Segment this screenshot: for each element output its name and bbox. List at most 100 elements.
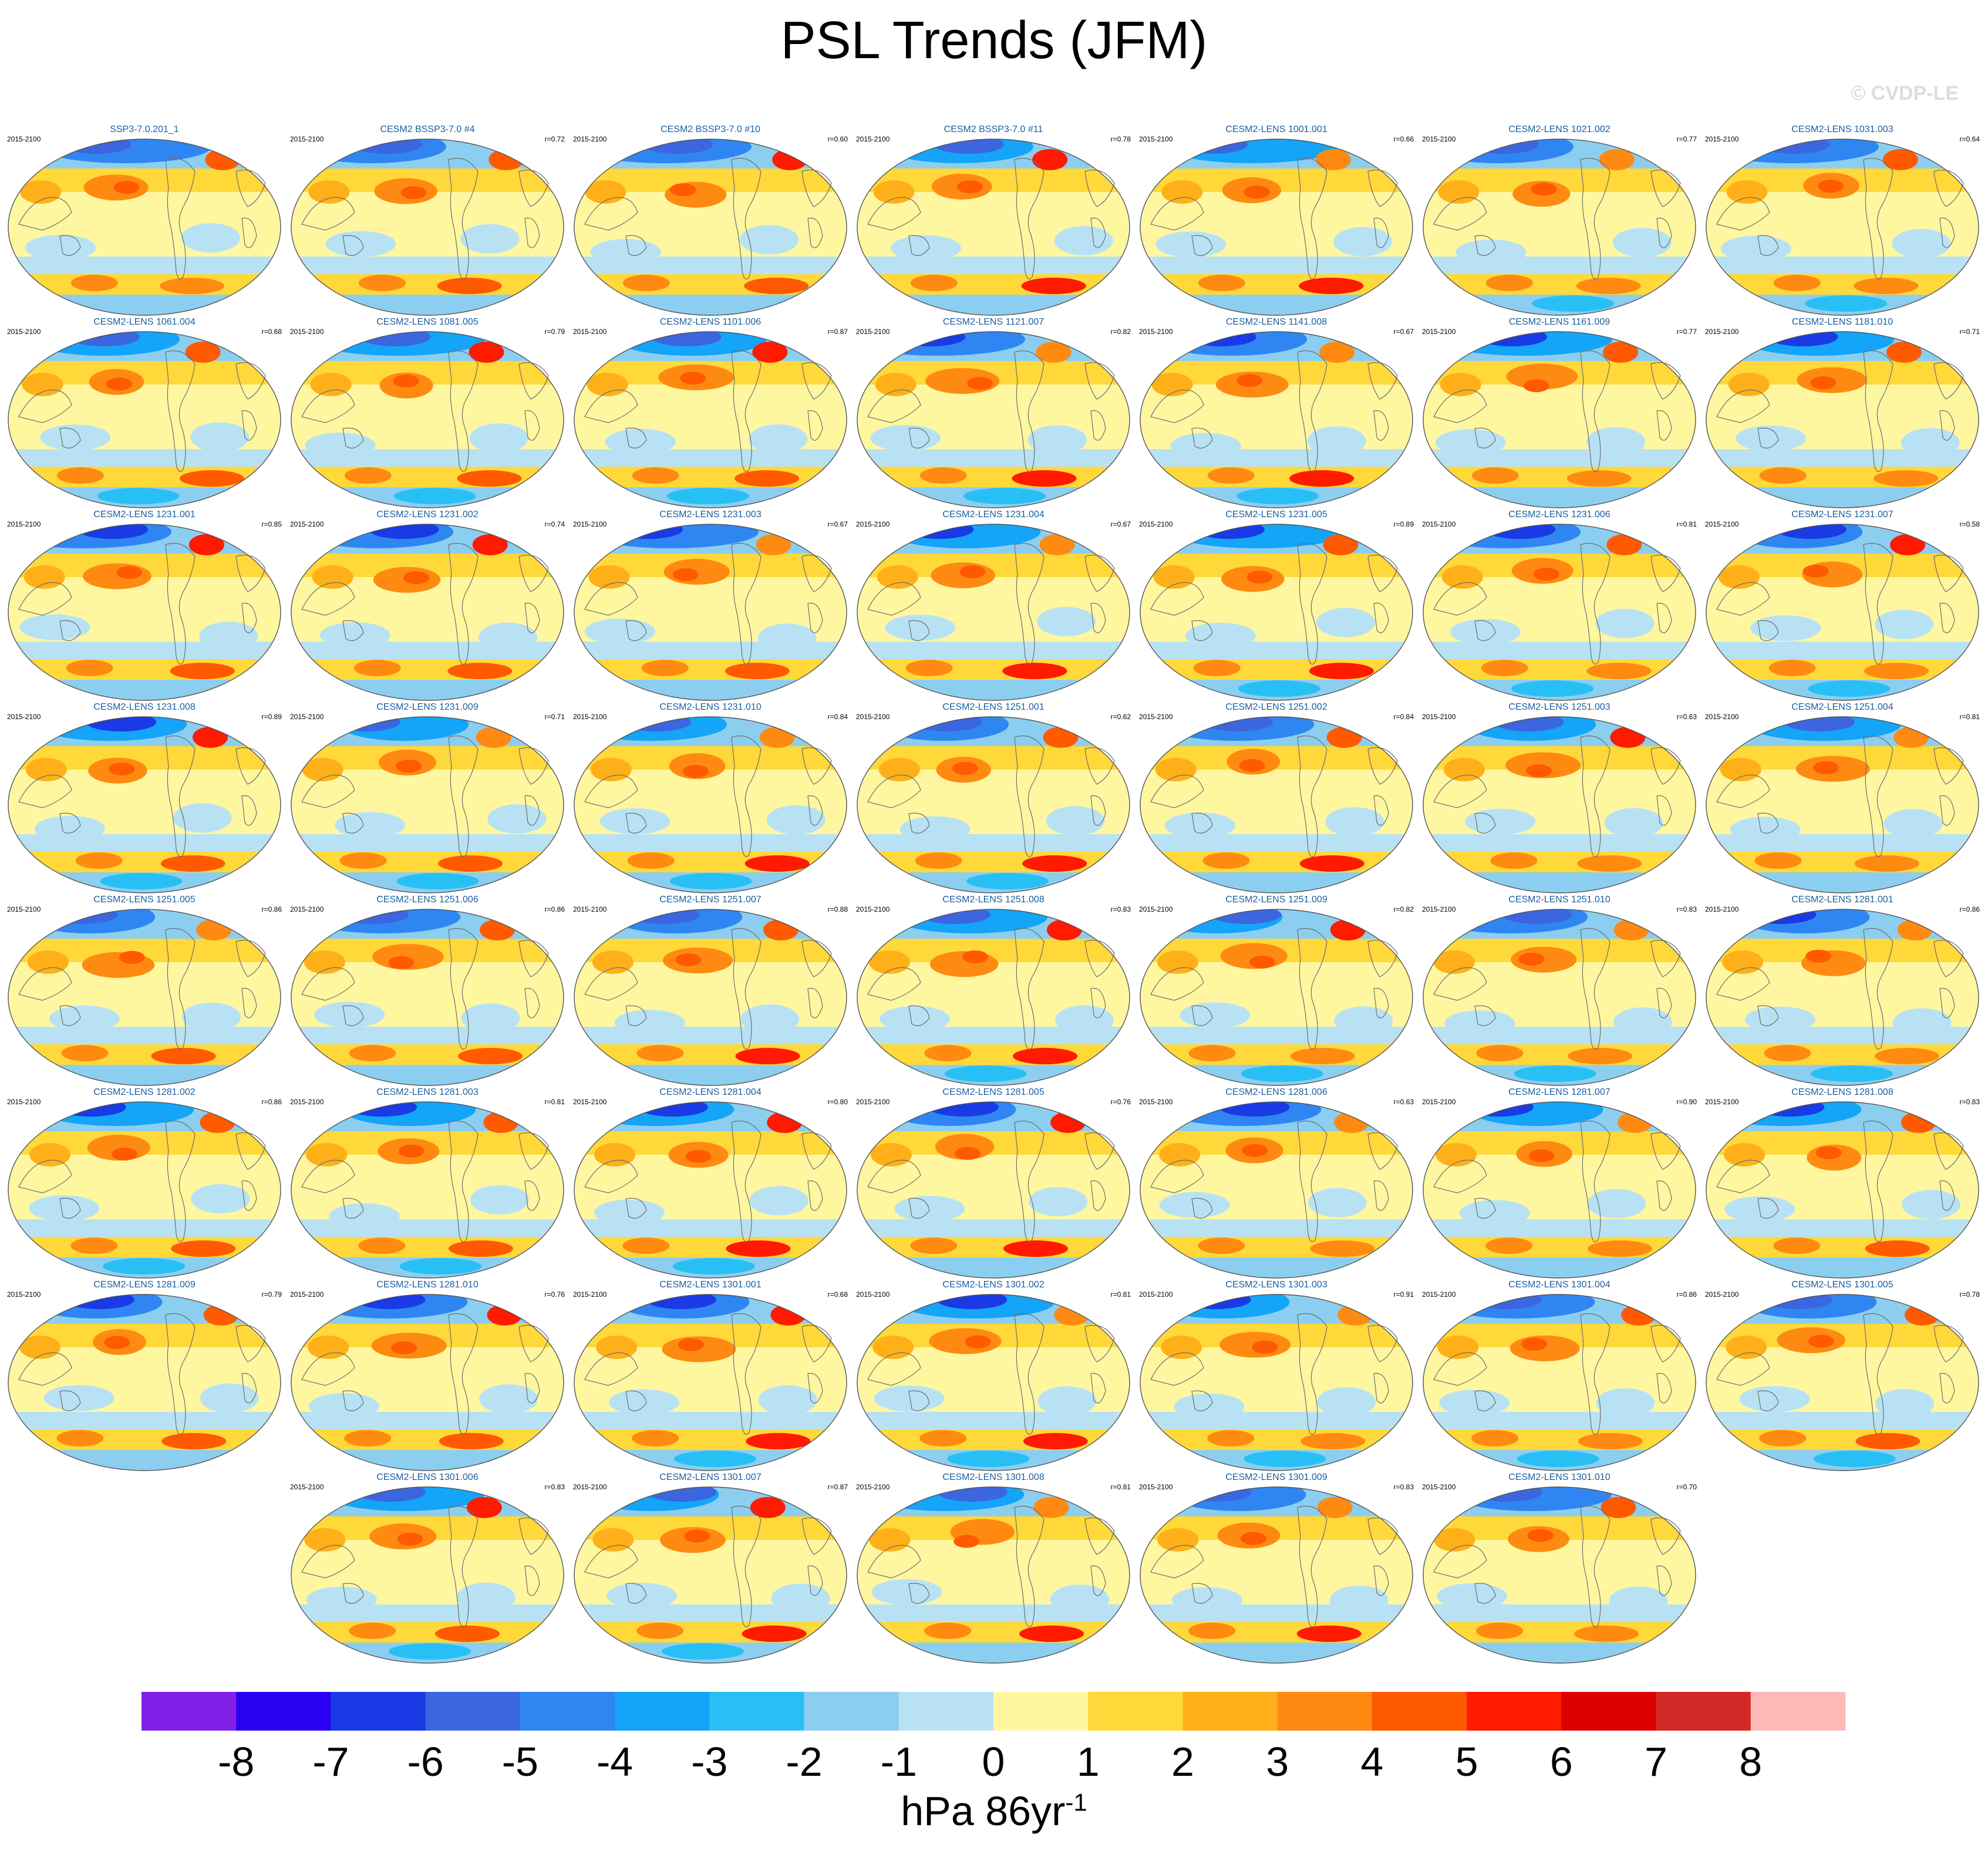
map-panel: CESM2-LENS 1101.006 2015-2100 r=0.87 <box>573 317 848 511</box>
panel-title: CESM2-LENS 1301.002 <box>942 1280 1044 1290</box>
colorbar-tick-label: 2 <box>1171 1739 1194 1785</box>
map-panel: CESM2-LENS 1181.010 2015-2100 r=0.71 <box>1705 317 1980 511</box>
map-panel: CESM2-LENS 1231.010 2015-2100 r=0.84 <box>573 702 848 896</box>
psl-trend-map <box>574 524 847 701</box>
map-panel: CESM2 BSSP3-7.0 #10 2015-2100 r=0.60 <box>573 124 848 318</box>
panel-correlation: r=0.74 <box>544 520 565 528</box>
panel-years: 2015-2100 <box>290 1290 324 1299</box>
map-panel: CESM2-LENS 1251.002 2015-2100 r=0.84 <box>1139 702 1414 896</box>
psl-trend-map <box>291 716 564 893</box>
panel-title: CESM2 BSSP3-7.0 #10 <box>661 124 760 134</box>
panel-title: CESM2-LENS 1231.002 <box>376 510 479 520</box>
panel-title: CESM2-LENS 1281.007 <box>1508 1087 1610 1097</box>
psl-trend-map <box>574 139 847 316</box>
panel-years: 2015-2100 <box>856 1483 890 1491</box>
panel-correlation: r=0.82 <box>1393 905 1414 913</box>
panel-correlation: r=0.70 <box>1676 1483 1697 1491</box>
psl-trend-map <box>1140 139 1413 316</box>
psl-trend-map <box>1423 524 1696 701</box>
psl-trend-map <box>1706 1101 1979 1279</box>
panel-title: CESM2-LENS 1181.010 <box>1791 317 1893 327</box>
panel-title: CESM2-LENS 1301.007 <box>659 1472 761 1482</box>
panel-years: 2015-2100 <box>1422 905 1456 913</box>
panel-correlation: r=0.81 <box>1959 713 1980 721</box>
psl-trend-map <box>1706 909 1979 1086</box>
panel-years: 2015-2100 <box>290 1098 324 1106</box>
panel-title: CESM2-LENS 1251.001 <box>942 702 1044 712</box>
colorbar-swatch <box>331 1692 426 1731</box>
map-panel: CESM2-LENS 1251.003 2015-2100 r=0.63 <box>1422 702 1697 896</box>
psl-trend-map <box>857 139 1130 316</box>
colorbar-swatch <box>1750 1692 1846 1731</box>
panel-correlation: r=0.91 <box>1393 1290 1414 1299</box>
map-panel: CESM2-LENS 1301.001 2015-2100 r=0.68 <box>573 1280 848 1473</box>
colorbar-swatch <box>520 1692 615 1731</box>
panel-years: 2015-2100 <box>1705 905 1739 913</box>
panel-years: 2015-2100 <box>573 520 607 528</box>
colorbar-tick-label: 8 <box>1739 1739 1762 1785</box>
colorbar-swatch <box>1561 1692 1657 1731</box>
panel-correlation: r=0.80 <box>827 1098 848 1106</box>
colorbar-swatch <box>993 1692 1089 1731</box>
panel-title: CESM2-LENS 1101.006 <box>659 317 761 327</box>
colorbar-tick-label: 3 <box>1266 1739 1289 1785</box>
panel-years: 2015-2100 <box>1422 1098 1456 1106</box>
panel-title: CESM2-LENS 1061.004 <box>93 317 196 327</box>
map-panel: CESM2-LENS 1121.007 2015-2100 r=0.82 <box>856 317 1131 511</box>
map-panel: CESM2-LENS 1251.001 2015-2100 r=0.62 <box>856 702 1131 896</box>
panel-title: CESM2-LENS 1081.005 <box>376 317 479 327</box>
colorbar-swatch <box>615 1692 710 1731</box>
panel-years: 2015-2100 <box>1139 520 1173 528</box>
panel-years: 2015-2100 <box>1139 713 1173 721</box>
psl-trend-map <box>8 331 281 508</box>
panel-correlation: r=0.89 <box>1393 520 1414 528</box>
panel-title: CESM2-LENS 1251.004 <box>1791 702 1893 712</box>
panel-correlation: r=0.83 <box>1393 1483 1414 1491</box>
panel-correlation: r=0.83 <box>1676 905 1697 913</box>
panel-correlation: r=0.77 <box>1676 328 1697 336</box>
map-panel: CESM2-LENS 1231.008 2015-2100 r=0.89 <box>7 702 282 896</box>
psl-trend-map <box>291 1486 564 1664</box>
map-panel: CESM2-LENS 1281.006 2015-2100 r=0.63 <box>1139 1087 1414 1281</box>
psl-trend-map <box>1140 1294 1413 1471</box>
psl-trend-map <box>1706 1294 1979 1471</box>
panel-years: 2015-2100 <box>856 905 890 913</box>
psl-trend-map <box>8 1101 281 1279</box>
panel-title: CESM2-LENS 1251.009 <box>1225 895 1327 905</box>
map-panel: CESM2-LENS 1301.004 2015-2100 r=0.86 <box>1422 1280 1697 1473</box>
panel-years: 2015-2100 <box>7 713 41 721</box>
map-panel: CESM2-LENS 1301.008 2015-2100 r=0.81 <box>856 1472 1131 1666</box>
panel-years: 2015-2100 <box>290 135 324 143</box>
panel-years: 2015-2100 <box>1705 328 1739 336</box>
panel-correlation: r=0.71 <box>1959 328 1980 336</box>
psl-trend-map <box>574 716 847 893</box>
map-panel: SSP3-7.0.201_1 2015-2100 <box>7 124 282 318</box>
psl-trend-map <box>1706 524 1979 701</box>
panel-title: CESM2-LENS 1251.003 <box>1508 702 1610 712</box>
psl-trend-map <box>857 1294 1130 1471</box>
map-panel: CESM2-LENS 1251.006 2015-2100 r=0.86 <box>290 895 565 1088</box>
colorbar-tick-label: -6 <box>407 1739 444 1785</box>
panel-title: CESM2-LENS 1251.006 <box>376 895 479 905</box>
map-panel: CESM2-LENS 1281.001 2015-2100 r=0.86 <box>1705 895 1980 1088</box>
colorbar-tick-label: 0 <box>982 1739 1005 1785</box>
psl-trend-map <box>1423 139 1696 316</box>
panel-title: CESM2-LENS 1301.004 <box>1508 1280 1610 1290</box>
panel-years: 2015-2100 <box>856 1098 890 1106</box>
panel-years: 2015-2100 <box>856 1290 890 1299</box>
panel-title: CESM2-LENS 1231.001 <box>93 510 196 520</box>
panel-correlation: r=0.78 <box>1110 135 1131 143</box>
panel-title: CESM2-LENS 1231.010 <box>659 702 761 712</box>
colorbar-swatch <box>1656 1692 1751 1731</box>
map-panel: CESM2-LENS 1251.008 2015-2100 r=0.83 <box>856 895 1131 1088</box>
panel-years: 2015-2100 <box>1705 1290 1739 1299</box>
map-panel: CESM2-LENS 1251.004 2015-2100 r=0.81 <box>1705 702 1980 896</box>
colorbar-tick-label: -5 <box>502 1739 538 1785</box>
panel-years: 2015-2100 <box>856 713 890 721</box>
panel-correlation: r=0.86 <box>261 1098 282 1106</box>
panel-years: 2015-2100 <box>7 135 41 143</box>
panel-correlation: r=0.66 <box>1393 135 1414 143</box>
map-panel: CESM2 BSSP3-7.0 #4 2015-2100 r=0.72 <box>290 124 565 318</box>
psl-trend-map <box>1140 1101 1413 1279</box>
chart-title: PSL Trends (JFM) <box>780 11 1208 70</box>
